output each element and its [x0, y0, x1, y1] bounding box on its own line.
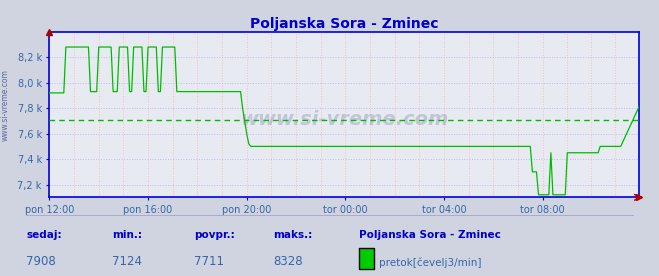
Title: Poljanska Sora - Zminec: Poljanska Sora - Zminec: [250, 17, 439, 31]
Text: povpr.:: povpr.:: [194, 230, 235, 240]
Text: sedaj:: sedaj:: [26, 230, 62, 240]
Text: Poljanska Sora - Zminec: Poljanska Sora - Zminec: [359, 230, 501, 240]
Text: 7124: 7124: [112, 255, 142, 268]
Text: min.:: min.:: [112, 230, 142, 240]
Text: maks.:: maks.:: [273, 230, 313, 240]
Text: www.si-vreme.com: www.si-vreme.com: [240, 110, 449, 129]
Text: pretok[čevelj3/min]: pretok[čevelj3/min]: [379, 257, 482, 268]
Text: 7908: 7908: [26, 255, 56, 268]
Text: 7711: 7711: [194, 255, 225, 268]
Text: www.si-vreme.com: www.si-vreme.com: [1, 69, 10, 141]
Text: 8328: 8328: [273, 255, 303, 268]
